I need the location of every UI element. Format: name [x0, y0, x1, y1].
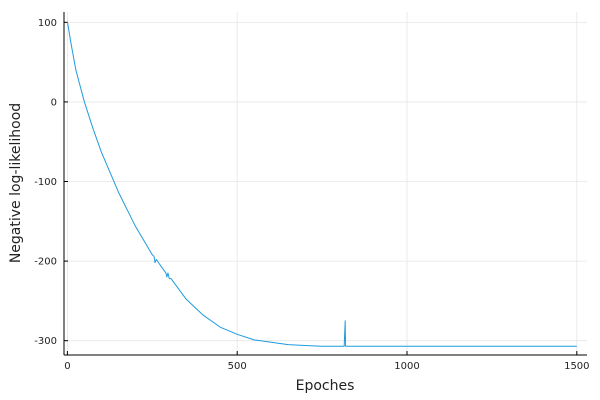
x-tick-label: 500: [228, 361, 247, 372]
x-tick-label: 1500: [564, 361, 589, 372]
x-tick-label: 1000: [394, 361, 419, 372]
grid: [64, 12, 587, 355]
x-tick-label: 0: [64, 361, 70, 372]
y-tick-label: 100: [38, 18, 57, 29]
series-line: [66, 21, 577, 347]
y-tick-label: -100: [34, 177, 57, 188]
x-axis-label: Epoches: [296, 378, 355, 394]
series: [66, 21, 577, 347]
y-tick-label: 0: [51, 97, 57, 108]
axes: [63, 12, 587, 356]
y-axis-label: Negative log-likelihood: [8, 103, 24, 263]
y-tick-label: -200: [34, 257, 57, 268]
y-tick-label: -300: [34, 336, 57, 347]
